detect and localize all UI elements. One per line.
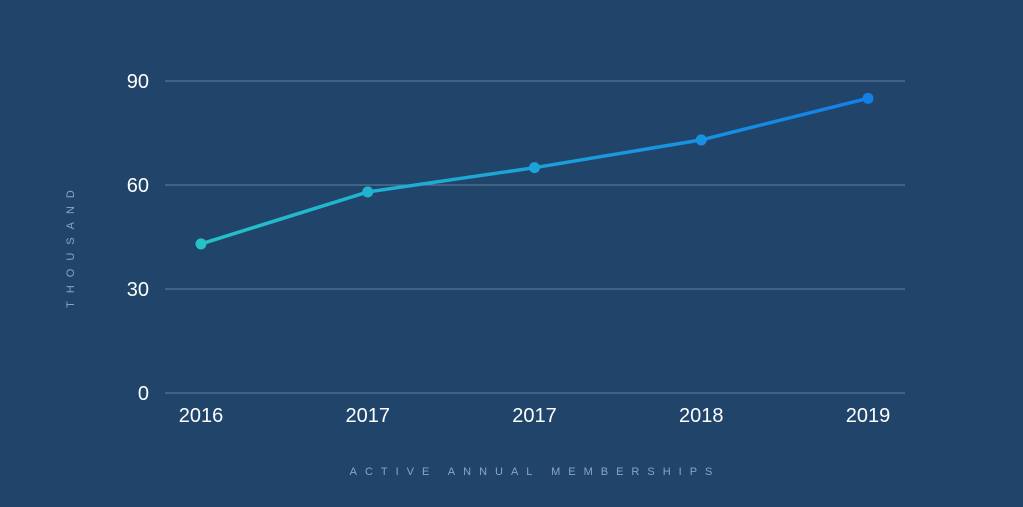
x-tick-label: 2019 bbox=[846, 405, 891, 427]
y-tick-label: 90 bbox=[127, 71, 149, 93]
data-points bbox=[195, 92, 874, 250]
x-axis-tick-labels: 2016 2017 2017 2018 2019 bbox=[179, 405, 891, 427]
y-axis-tick-labels: 0 30 60 90 bbox=[127, 71, 149, 405]
data-point bbox=[529, 162, 540, 174]
x-tick-label: 2017 bbox=[512, 405, 557, 427]
y-tick-label: 30 bbox=[127, 279, 149, 301]
x-axis-title: ACTIVE ANNUAL MEMBERSHIPS bbox=[350, 466, 721, 478]
y-axis-title: THOUSAND bbox=[65, 182, 77, 308]
data-point bbox=[362, 186, 374, 198]
y-tick-label: 60 bbox=[127, 175, 149, 197]
x-tick-label: 2016 bbox=[179, 405, 224, 427]
x-tick-label: 2017 bbox=[346, 405, 391, 427]
data-point bbox=[862, 92, 874, 104]
data-point bbox=[695, 134, 707, 146]
grid-lines bbox=[165, 80, 905, 394]
y-tick-label: 0 bbox=[138, 383, 149, 405]
data-point bbox=[195, 238, 207, 250]
x-tick-label: 2018 bbox=[679, 405, 724, 427]
